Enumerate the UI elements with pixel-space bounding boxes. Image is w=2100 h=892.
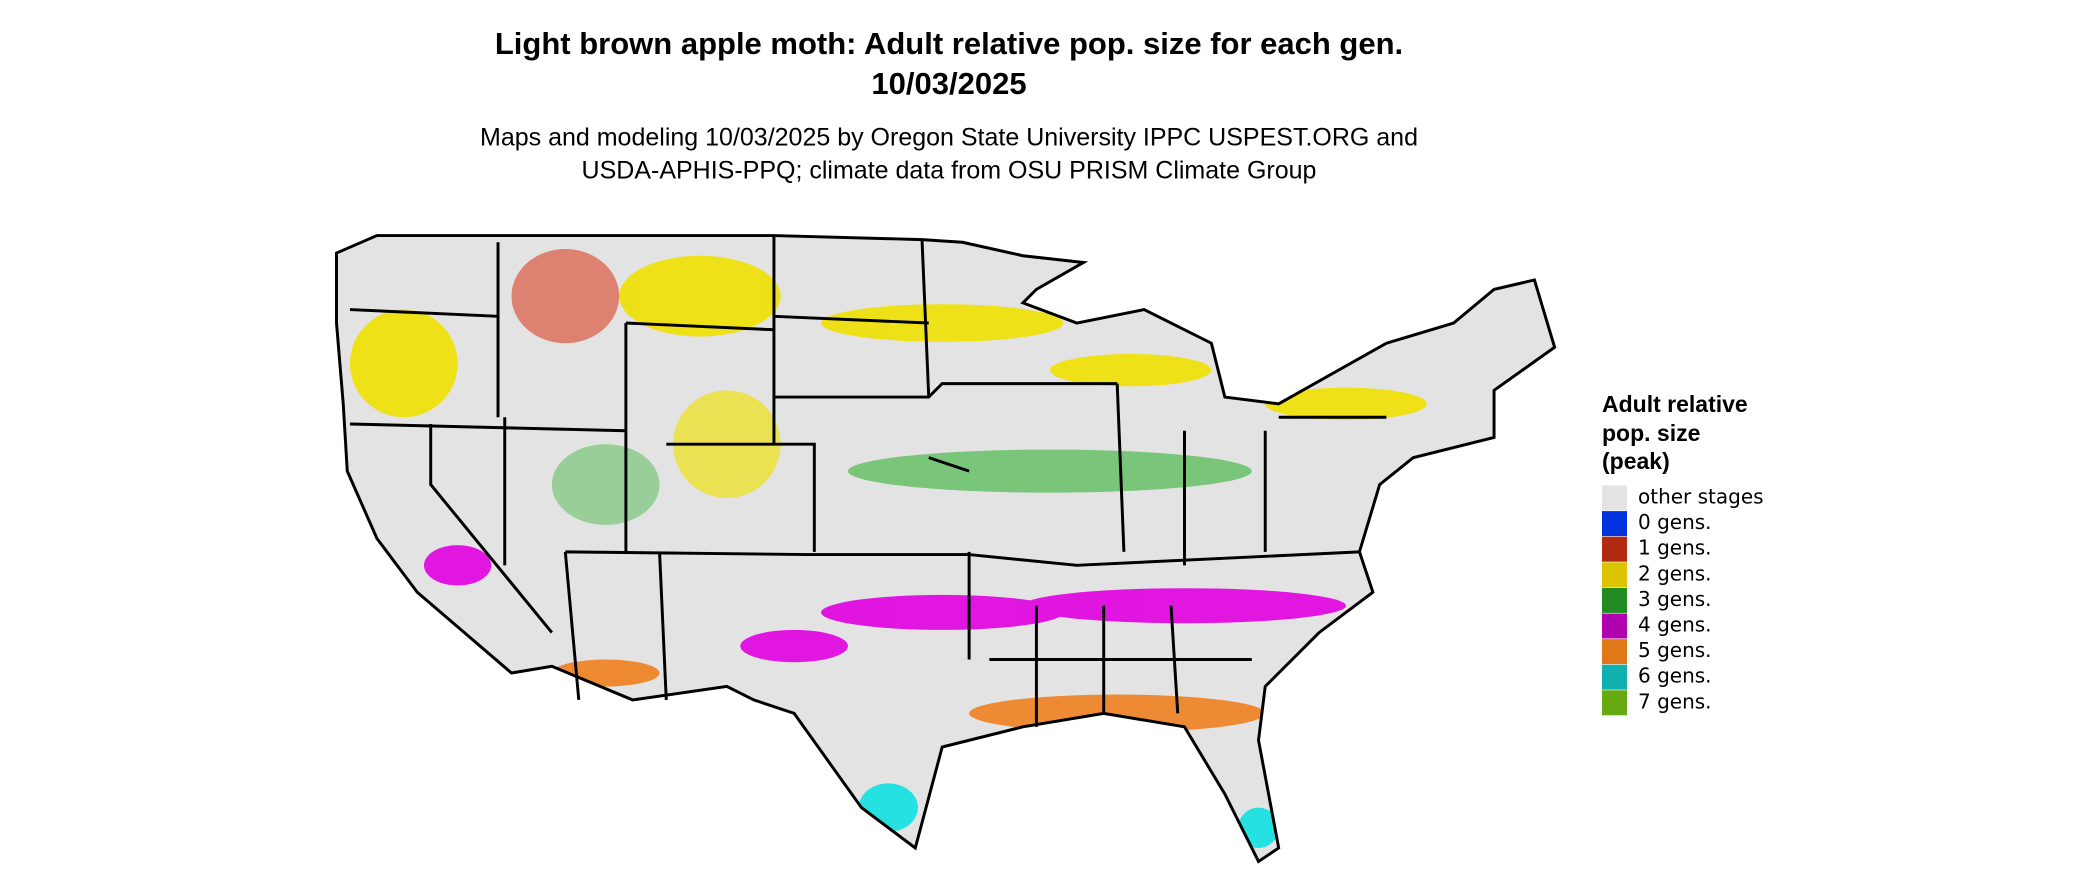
legend-label: 0 gens.	[1638, 510, 1712, 534]
legend-swatch	[1602, 511, 1627, 537]
map	[335, 234, 1557, 863]
legend-swatch	[1602, 562, 1627, 588]
subtitle: USDA-APHIS-PPQ; climate data from OSU PR…	[582, 157, 1317, 185]
subtitle: Maps and modeling 10/03/2025 by Oregon S…	[480, 124, 1418, 152]
legend-swatch	[1602, 639, 1627, 665]
title-date: 10/03/2025	[871, 66, 1026, 101]
legend-swatch	[1602, 613, 1627, 639]
legend-swatch	[1602, 690, 1627, 716]
legend-title: pop. size	[1602, 420, 1700, 446]
legend-label: 1 gens.	[1638, 536, 1712, 560]
legend-label: other stages	[1638, 485, 1764, 509]
legend: Adult relative pop. size (peak) other st…	[1602, 391, 1764, 716]
title: Light brown apple moth: Adult relative p…	[495, 26, 1403, 61]
legend-label: 3 gens.	[1638, 587, 1712, 611]
legend-label: 4 gens.	[1638, 613, 1712, 637]
legend-label: 6 gens.	[1638, 664, 1712, 688]
legend-label: 2 gens.	[1638, 561, 1712, 585]
state-borders	[335, 234, 1557, 863]
legend-swatch	[1602, 587, 1627, 613]
legend-swatch	[1602, 664, 1627, 690]
legend-title: Adult relative	[1602, 391, 1748, 417]
legend-swatch	[1602, 536, 1627, 562]
legend-title: (peak)	[1602, 448, 1670, 474]
legend-label: 7 gens.	[1638, 689, 1712, 713]
legend-label: 5 gens.	[1638, 638, 1712, 662]
legend-swatch	[1602, 485, 1627, 511]
